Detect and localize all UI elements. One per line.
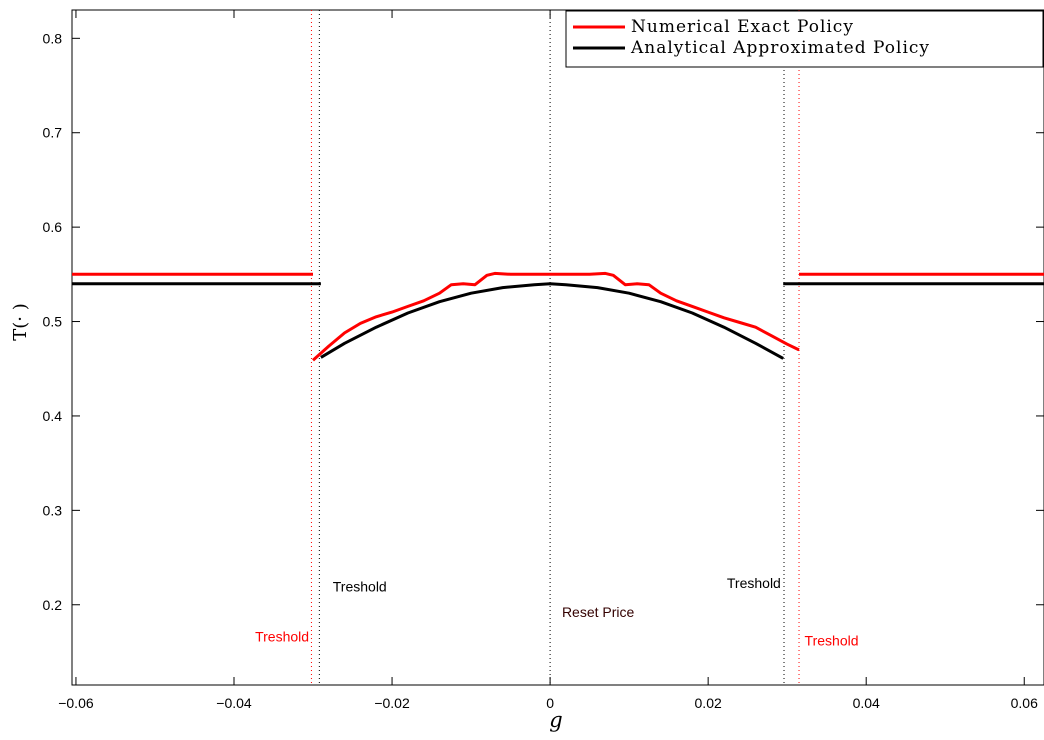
x-tick-label: −0.02 <box>374 695 410 711</box>
y-tick-label: 0.2 <box>43 597 63 613</box>
y-tick-label: 0.5 <box>43 314 63 330</box>
series-0-segment-1 <box>312 271 800 362</box>
y-tick-label: 0.8 <box>43 30 63 46</box>
y-tick-label: 0.6 <box>43 219 63 235</box>
plot-area <box>71 9 1044 686</box>
annotation-2: Reset Price <box>562 604 635 620</box>
y-tick-label: 0.7 <box>43 125 63 141</box>
y-axis-label: T(· ) <box>10 303 31 341</box>
legend-box <box>565 10 1044 68</box>
annotation-4: Treshold <box>805 632 859 648</box>
x-tick-label: −0.06 <box>58 695 94 711</box>
series-1-segment-1 <box>320 282 784 360</box>
annotation-1: Treshold <box>255 629 309 645</box>
legend-label-1: Analytical Approximated Policy <box>630 38 930 58</box>
x-tick-label: 0.06 <box>1011 695 1038 711</box>
x-axis-label: g <box>549 708 562 732</box>
x-tick-label: 0 <box>546 695 554 711</box>
x-tick-label: 0.02 <box>695 695 722 711</box>
x-tick-label: 0.04 <box>853 695 880 711</box>
legend-label-0: Numerical Exact Policy <box>631 17 854 37</box>
annotation-0: Treshold <box>333 579 387 595</box>
y-tick-label: 0.3 <box>43 502 63 518</box>
annotation-3: Treshold <box>727 575 781 591</box>
y-tick-label: 0.4 <box>43 408 63 424</box>
x-tick-label: −0.04 <box>216 695 252 711</box>
